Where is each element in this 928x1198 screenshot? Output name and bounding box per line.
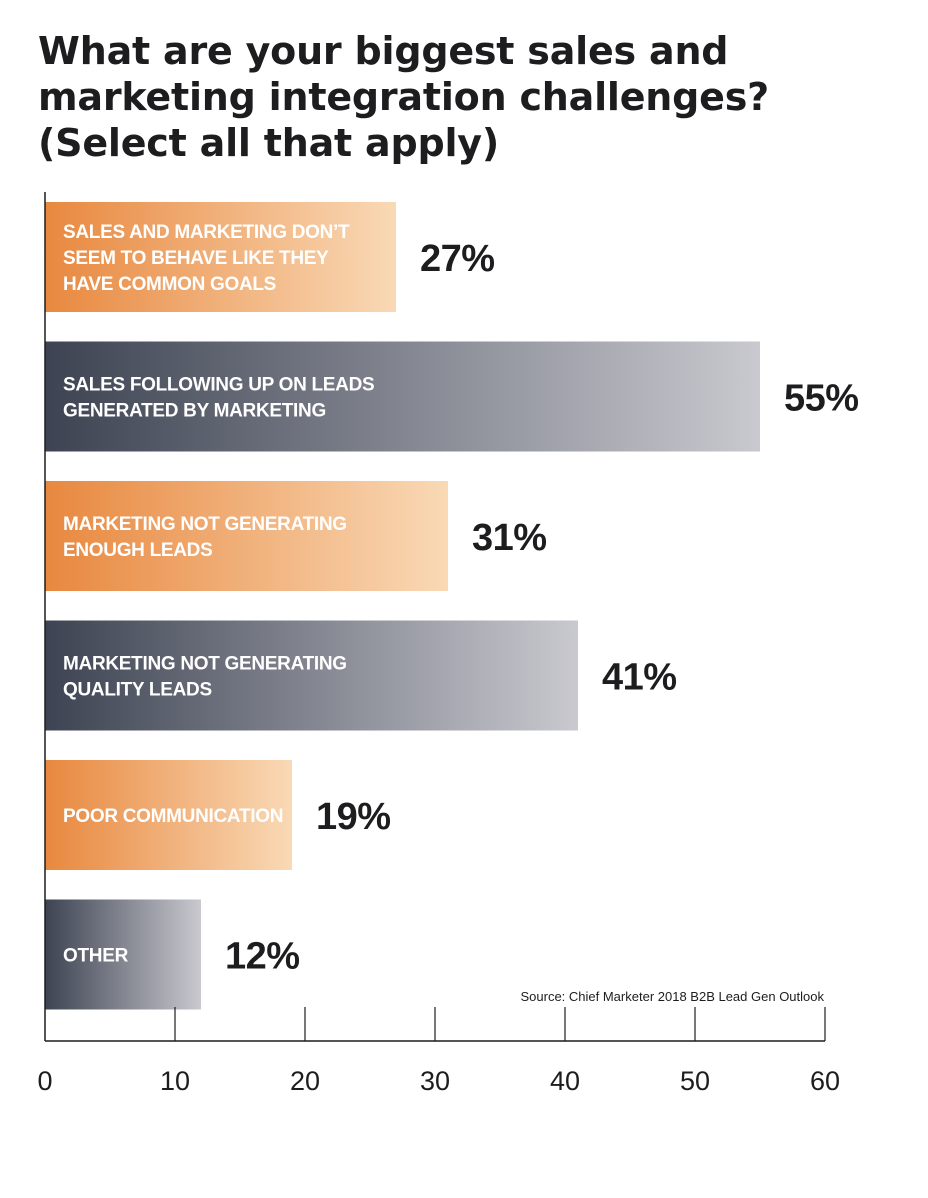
bar-category-label: POOR COMMUNICATION bbox=[63, 806, 283, 827]
bar bbox=[45, 341, 760, 452]
x-tick-label: 60 bbox=[810, 1066, 840, 1096]
x-tick-label: 10 bbox=[160, 1066, 190, 1096]
bar bbox=[45, 899, 201, 1010]
chart-title-line: What are your biggest sales and bbox=[38, 29, 729, 73]
x-tick-label: 50 bbox=[680, 1066, 710, 1096]
bar-category-label: GENERATED BY MARKETING bbox=[63, 401, 326, 422]
bar-category-label: ENOUGH LEADS bbox=[63, 540, 212, 561]
bar bbox=[45, 202, 396, 312]
x-tick-label: 0 bbox=[37, 1066, 52, 1096]
bar-value-label: 19% bbox=[316, 796, 391, 838]
bar-category-label: QUALITY LEADS bbox=[63, 680, 212, 701]
bar bbox=[45, 481, 448, 591]
x-tick-label: 40 bbox=[550, 1066, 580, 1096]
bar-category-label: SEEM TO BEHAVE LIKE THEY bbox=[63, 248, 329, 269]
x-tick-label: 30 bbox=[420, 1066, 450, 1096]
bar-category-label: OTHER bbox=[63, 946, 129, 967]
bar bbox=[45, 760, 292, 870]
chart-title-line: (Select all that apply) bbox=[38, 121, 500, 165]
bar-category-label: MARKETING NOT GENERATING bbox=[63, 514, 347, 535]
bar-value-label: 41% bbox=[602, 657, 677, 699]
bar bbox=[45, 620, 578, 731]
bar-value-label: 31% bbox=[472, 517, 547, 559]
bar-category-label: SALES FOLLOWING UP ON LEADS bbox=[63, 375, 374, 396]
bar-value-label: 27% bbox=[420, 238, 495, 280]
bar-category-label: SALES AND MARKETING DON’T bbox=[63, 222, 350, 243]
x-tick-label: 20 bbox=[290, 1066, 320, 1096]
bar-value-label: 55% bbox=[784, 378, 859, 420]
bar-category-label: HAVE COMMON GOALS bbox=[63, 274, 276, 295]
chart-title: What are your biggest sales and marketin… bbox=[38, 28, 898, 166]
chart-title-line: marketing integration challenges? bbox=[38, 75, 769, 119]
bar-value-label: 12% bbox=[225, 936, 300, 978]
source-note: Source: Chief Marketer 2018 B2B Lead Gen… bbox=[520, 989, 824, 1004]
bar-category-label: MARKETING NOT GENERATING bbox=[63, 654, 347, 675]
